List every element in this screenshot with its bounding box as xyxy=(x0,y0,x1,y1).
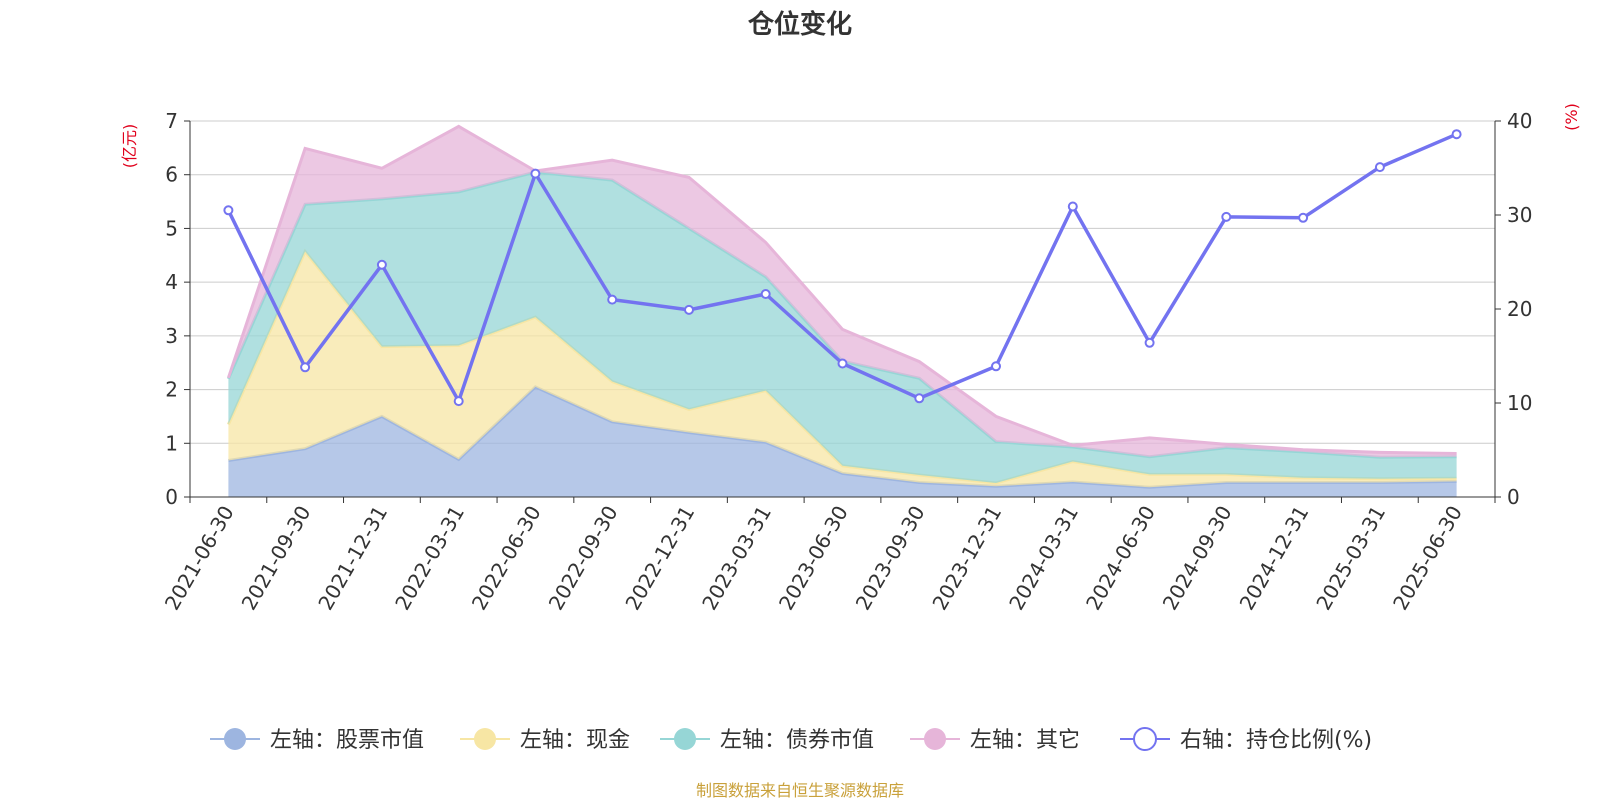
y-left-tick-label: 5 xyxy=(165,216,178,240)
x-tick-label: 2021-12-31 xyxy=(313,502,392,615)
legend-marker-dot xyxy=(924,728,946,750)
ratio-line-point xyxy=(1451,129,1462,140)
y-left-tick-label: 0 xyxy=(165,485,178,509)
ratio-line-point xyxy=(530,168,541,179)
y-left-tick-label: 3 xyxy=(165,324,178,348)
x-tick-label: 2022-06-30 xyxy=(467,502,546,615)
ratio-line-point xyxy=(1067,201,1078,212)
area-series-2 xyxy=(228,251,1457,488)
ratio-line-point xyxy=(1221,211,1232,222)
x-tick-label: 2024-09-30 xyxy=(1158,502,1237,615)
x-tick-label: 2024-12-31 xyxy=(1235,502,1314,615)
legend-item-5[interactable]: 右轴：持仓比例(%) xyxy=(1120,727,1372,753)
y-left-tick-label: 6 xyxy=(165,163,178,187)
chart-title: 仓位变化 xyxy=(747,9,852,40)
ratio-line-point xyxy=(223,205,234,216)
legend-label: 左轴：股票市值 xyxy=(270,728,424,753)
ratio-line-point xyxy=(991,361,1001,372)
stacked-areas xyxy=(226,124,1457,497)
ratio-line-point xyxy=(837,358,848,369)
area-series-1 xyxy=(228,386,1457,497)
legend-marker-dot xyxy=(674,728,696,750)
x-tick-label: 2021-06-30 xyxy=(160,502,239,615)
legend-label: 左轴：现金 xyxy=(520,728,630,753)
legend[interactable]: 左轴：股票市值 左轴：现金 左轴：债券市值 左轴：其它 右轴：持仓比例(%) xyxy=(210,727,1372,753)
x-tick-label: 2022-09-30 xyxy=(544,502,623,615)
ratio-line-point xyxy=(453,396,464,407)
ratio-line xyxy=(223,129,1462,407)
legend-label: 左轴：债券市值 xyxy=(720,728,874,753)
legend-marker-dot xyxy=(224,728,246,750)
y-left-axis-title: (亿元) xyxy=(120,124,139,169)
ratio-line-point xyxy=(684,304,694,315)
x-tick-label: 2023-12-31 xyxy=(927,502,1006,615)
y-right-tick-label: 10 xyxy=(1507,391,1532,415)
y-right-axis-title: (%) xyxy=(1562,103,1581,131)
legend-marker-dot xyxy=(474,728,496,750)
y-left-tick-label: 1 xyxy=(165,431,178,455)
y-right-tick-label: 20 xyxy=(1507,297,1532,321)
y-right-tick-label: 40 xyxy=(1507,109,1532,133)
legend-item-3[interactable]: 左轴：债券市值 xyxy=(660,728,874,753)
ratio-line-point xyxy=(1374,162,1385,173)
legend-item-1[interactable]: 左轴：股票市值 xyxy=(210,728,424,753)
legend-label: 左轴：其它 xyxy=(970,728,1080,753)
source-note: 制图数据来自恒生聚源数据库 xyxy=(695,781,904,800)
legend-item-4[interactable]: 左轴：其它 xyxy=(910,728,1080,753)
x-tick-label: 2025-03-31 xyxy=(1311,502,1390,615)
x-tick-label: 2024-03-31 xyxy=(1004,502,1083,615)
x-tick-label: 2024-06-30 xyxy=(1081,502,1160,615)
y-left-tick-label: 4 xyxy=(165,270,178,294)
x-tick-label: 2022-03-31 xyxy=(390,502,469,615)
legend-item-2[interactable]: 左轴：现金 xyxy=(460,728,630,753)
y-left-tick-label: 2 xyxy=(165,378,178,402)
y-right-tick-label: 30 xyxy=(1507,203,1532,227)
ratio-line-point xyxy=(607,294,618,305)
x-tick-label: 2022-12-31 xyxy=(620,502,699,615)
x-tick-label: 2021-09-30 xyxy=(237,502,316,615)
y-right-tick-label: 0 xyxy=(1507,485,1520,509)
y-left-tick-label: 7 xyxy=(165,109,178,133)
area-edge-4 xyxy=(226,124,1457,455)
ratio-line-point xyxy=(376,259,387,270)
ratio-line-point xyxy=(1144,337,1155,348)
legend-marker-dot xyxy=(1133,727,1157,751)
area-series-3 xyxy=(228,172,1457,483)
legend-label: 右轴：持仓比例(%) xyxy=(1180,728,1372,753)
x-tick-label: 2023-09-30 xyxy=(851,502,930,615)
ratio-line-point xyxy=(914,393,925,404)
x-tick-label: 2023-06-30 xyxy=(774,502,853,615)
ratio-line-point xyxy=(300,362,311,373)
x-tick-label: 2023-03-31 xyxy=(697,502,776,615)
ratio-line-point xyxy=(1298,212,1309,223)
ratio-line-point xyxy=(760,289,771,299)
x-tick-label: 2025-06-30 xyxy=(1388,502,1467,615)
